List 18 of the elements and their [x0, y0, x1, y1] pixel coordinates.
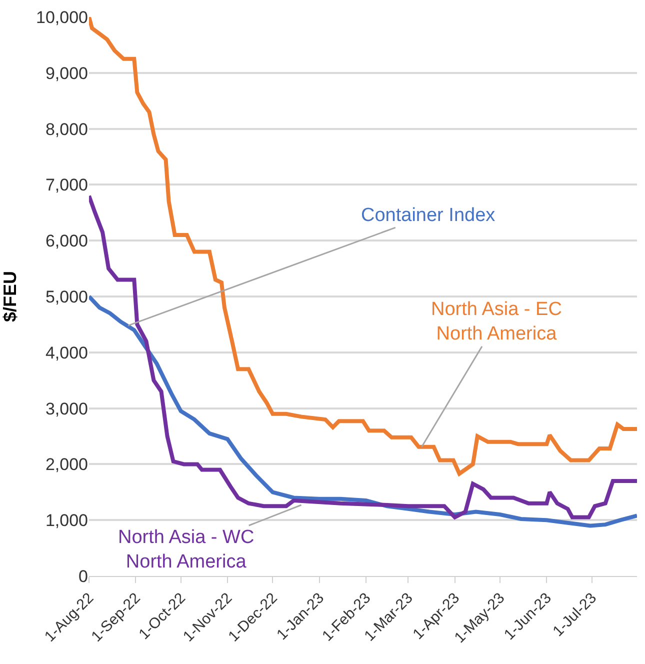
annotation: North Asia - WC North America: [118, 527, 254, 573]
y-tick-label: 10,000: [36, 8, 88, 27]
y-tick-label: 6,000: [45, 232, 88, 251]
y-tick-label: 1,000: [45, 511, 88, 530]
y-tick-label: 0: [78, 566, 88, 586]
y-tick-label: 9,000: [45, 64, 88, 83]
y-tick-label: 4,000: [45, 343, 88, 362]
y-tick-label: 3,000: [45, 399, 88, 418]
y-tick-label: 8,000: [45, 120, 88, 139]
y-axis-title: $/FEU: [0, 270, 20, 322]
y-tick-label: 7,000: [45, 176, 88, 195]
line-series: [89, 294, 637, 528]
annotation: North Asia - EC North America: [431, 299, 562, 345]
y-tick-label: 2,000: [45, 455, 88, 474]
line-series: [89, 17, 637, 476]
line-series: [89, 194, 637, 520]
y-tick-label: 5,000: [45, 287, 88, 306]
annotation: Container Index: [361, 205, 496, 226]
